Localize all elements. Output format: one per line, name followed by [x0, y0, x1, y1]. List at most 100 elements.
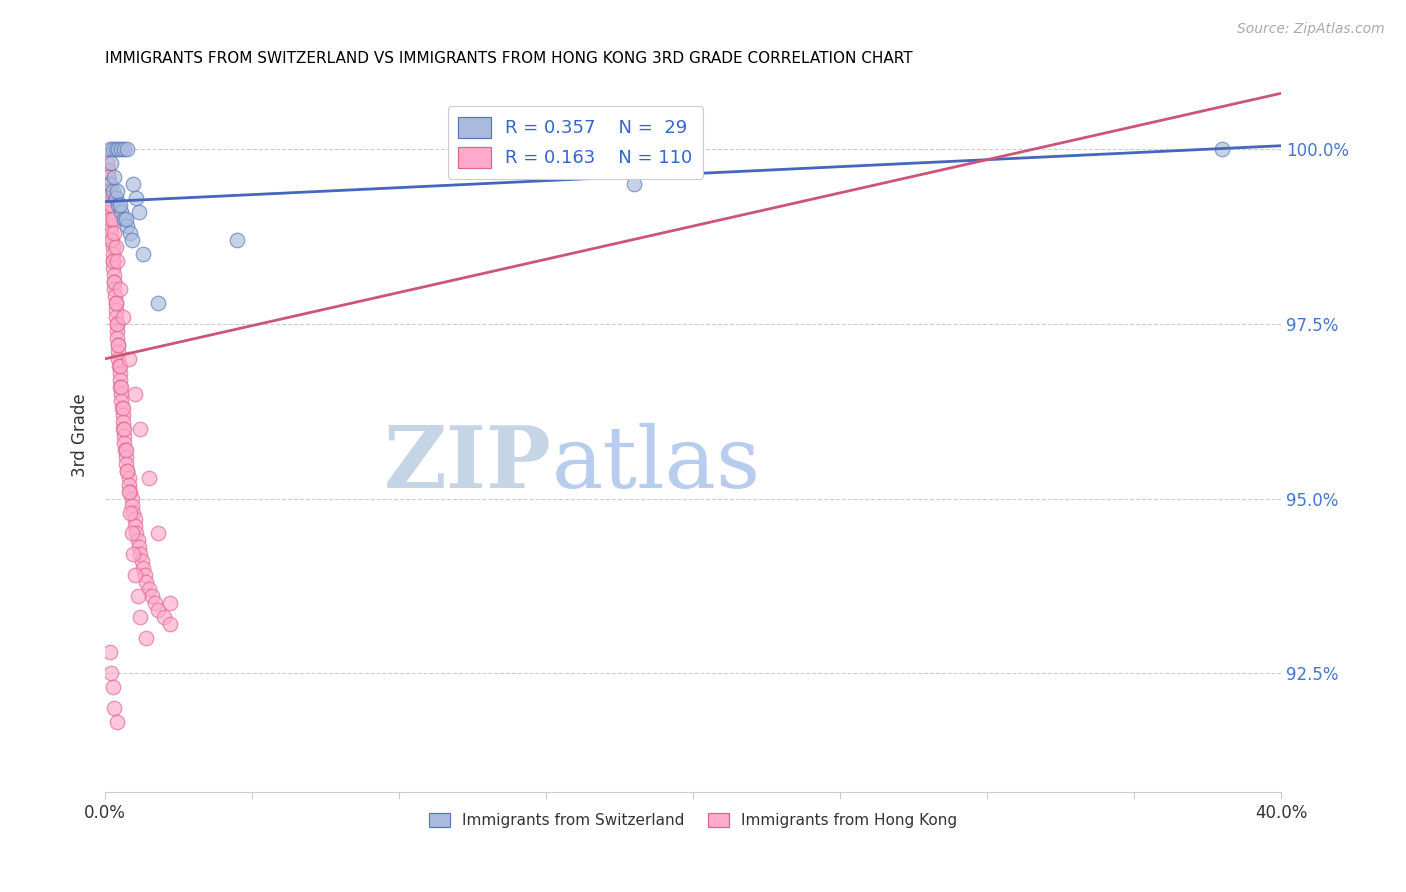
Point: [105, 324, 128, 338]
Point: [101, 680, 124, 694]
Point: [98, 184, 121, 198]
Point: [105, 317, 128, 331]
Point: [97, 177, 120, 191]
Point: [114, 450, 136, 464]
Point: [623, 177, 645, 191]
Point: [129, 610, 152, 624]
Point: [103, 226, 125, 240]
Point: [124, 519, 146, 533]
Point: [101, 184, 124, 198]
Point: [110, 393, 132, 408]
Point: [96, 156, 118, 170]
Legend: Immigrants from Switzerland, Immigrants from Hong Kong: Immigrants from Switzerland, Immigrants …: [423, 806, 963, 834]
Point: [98, 177, 121, 191]
Point: [97, 163, 120, 178]
Point: [108, 366, 131, 380]
Point: [120, 226, 142, 240]
Point: [108, 373, 131, 387]
Point: [117, 464, 139, 478]
Point: [107, 344, 129, 359]
Point: [111, 401, 134, 415]
Text: IMMIGRANTS FROM SWITZERLAND VS IMMIGRANTS FROM HONG KONG 3RD GRADE CORRELATION C: IMMIGRANTS FROM SWITZERLAND VS IMMIGRANT…: [105, 51, 912, 66]
Point: [110, 380, 132, 394]
Point: [105, 310, 128, 324]
Point: [100, 233, 122, 247]
Point: [101, 212, 124, 227]
Point: [134, 568, 156, 582]
Point: [107, 338, 129, 352]
Point: [128, 541, 150, 555]
Point: [112, 212, 135, 227]
Point: [118, 484, 141, 499]
Point: [100, 205, 122, 219]
Point: [97, 177, 120, 191]
Point: [100, 226, 122, 240]
Point: [98, 184, 121, 198]
Point: [131, 554, 153, 568]
Point: [104, 289, 127, 303]
Point: [103, 170, 125, 185]
Point: [104, 296, 127, 310]
Point: [121, 491, 143, 506]
Point: [104, 142, 127, 156]
Point: [111, 408, 134, 422]
Point: [143, 596, 166, 610]
Point: [1211, 142, 1233, 156]
Point: [112, 142, 135, 156]
Point: [112, 435, 135, 450]
Point: [122, 177, 145, 191]
Point: [117, 142, 139, 156]
Point: [124, 512, 146, 526]
Point: [98, 645, 121, 659]
Point: [125, 526, 148, 541]
Point: [104, 302, 127, 317]
Point: [110, 386, 132, 401]
Point: [112, 422, 135, 436]
Point: [110, 205, 132, 219]
Point: [135, 632, 157, 646]
Text: atlas: atlas: [553, 423, 761, 506]
Point: [118, 470, 141, 484]
Point: [110, 142, 132, 156]
Point: [103, 701, 125, 715]
Point: [117, 464, 139, 478]
Point: [107, 338, 129, 352]
Text: Source: ZipAtlas.com: Source: ZipAtlas.com: [1237, 22, 1385, 37]
Point: [108, 198, 131, 212]
Point: [114, 442, 136, 457]
Point: [153, 610, 176, 624]
Point: [226, 233, 249, 247]
Point: [111, 310, 134, 324]
Point: [124, 386, 146, 401]
Point: [108, 282, 131, 296]
Point: [114, 442, 136, 457]
Point: [146, 603, 169, 617]
Point: [97, 191, 120, 205]
Point: [132, 561, 155, 575]
Point: [138, 582, 160, 597]
Point: [105, 331, 128, 345]
Point: [98, 191, 121, 205]
Point: [121, 233, 143, 247]
Point: [129, 422, 152, 436]
Point: [114, 457, 136, 471]
Point: [117, 219, 139, 233]
Point: [141, 590, 163, 604]
Text: ZIP: ZIP: [384, 422, 553, 506]
Point: [128, 205, 150, 219]
Point: [111, 415, 134, 429]
Point: [105, 254, 128, 268]
Point: [138, 470, 160, 484]
Y-axis label: 3rd Grade: 3rd Grade: [72, 394, 89, 477]
Point: [103, 275, 125, 289]
Point: [121, 499, 143, 513]
Point: [97, 170, 120, 185]
Point: [107, 351, 129, 366]
Point: [111, 401, 134, 415]
Point: [146, 526, 169, 541]
Point: [112, 428, 135, 442]
Point: [125, 191, 148, 205]
Point: [121, 526, 143, 541]
Point: [101, 254, 124, 268]
Point: [127, 533, 149, 548]
